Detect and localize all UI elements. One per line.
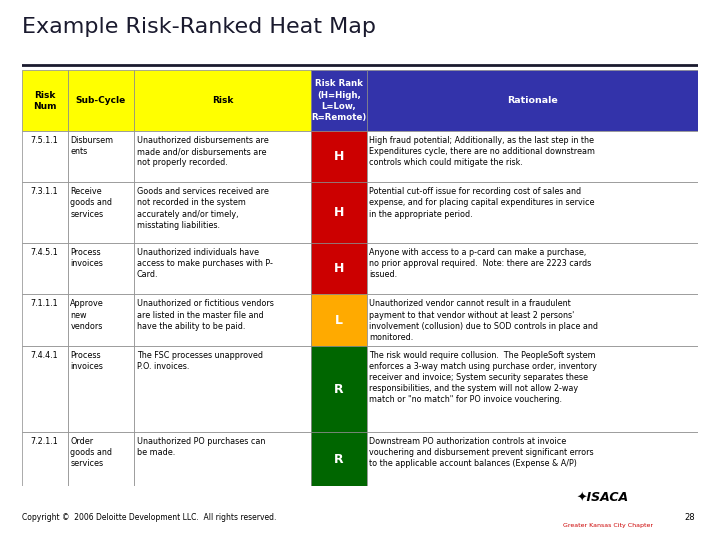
Text: Anyone with access to a p-card can make a purchase,
no prior approval required. : Anyone with access to a p-card can make …	[369, 248, 592, 279]
Bar	[22, 70, 68, 131]
Bar	[366, 294, 698, 346]
Text: The FSC processes unapproved
P.O. invoices.: The FSC processes unapproved P.O. invoic…	[137, 351, 263, 371]
Bar	[311, 346, 366, 433]
Text: 7.3.1.1: 7.3.1.1	[31, 187, 58, 197]
Text: Rationale: Rationale	[507, 96, 558, 105]
Text: Order
goods and
services: Order goods and services	[71, 437, 112, 469]
Text: R: R	[334, 382, 344, 396]
Bar	[22, 243, 68, 294]
Bar	[68, 243, 134, 294]
Bar	[134, 243, 311, 294]
Text: Unauthorized or fictitious vendors
are listed in the master file and
have the ab: Unauthorized or fictitious vendors are l…	[137, 300, 274, 330]
Text: Process
invoices: Process invoices	[71, 351, 103, 371]
Bar	[68, 131, 134, 183]
Text: Unauthorized vendor cannot result in a fraudulent
payment to that vendor without: Unauthorized vendor cannot result in a f…	[369, 300, 598, 342]
Text: Goods and services received are
not recorded in the system
accurately and/or tim: Goods and services received are not reco…	[137, 187, 269, 230]
Bar	[22, 346, 68, 433]
Text: H: H	[334, 150, 344, 163]
Text: The risk would require collusion.  The PeopleSoft system
enforces a 3-way match : The risk would require collusion. The Pe…	[369, 351, 598, 404]
Text: Process
invoices: Process invoices	[71, 248, 103, 268]
Text: ✦ISACA: ✦ISACA	[577, 491, 629, 505]
Bar	[311, 70, 366, 131]
Bar	[134, 433, 311, 486]
Bar	[22, 433, 68, 486]
Bar	[366, 131, 698, 183]
Bar	[311, 243, 366, 294]
Bar	[366, 70, 698, 131]
Text: Copyright ©  2006 Deloitte Development LLC.  All rights reserved.: Copyright © 2006 Deloitte Development LL…	[22, 513, 276, 522]
Bar	[22, 183, 68, 243]
Text: Unauthorized disbursements are
made and/or disbursements are
not properly record: Unauthorized disbursements are made and/…	[137, 136, 269, 167]
Bar	[134, 183, 311, 243]
Text: High fraud potential; Additionally, as the last step in the
Expenditures cycle, : High fraud potential; Additionally, as t…	[369, 136, 595, 167]
Text: Approve
new
vendors: Approve new vendors	[71, 300, 104, 330]
Bar	[68, 183, 134, 243]
Text: R: R	[334, 453, 344, 465]
Bar	[68, 433, 134, 486]
Text: 7.1.1.1: 7.1.1.1	[31, 300, 58, 308]
Text: H: H	[334, 206, 344, 219]
Text: Receive
goods and
services: Receive goods and services	[71, 187, 112, 219]
Text: Sub-Cycle: Sub-Cycle	[76, 96, 126, 105]
Text: H: H	[334, 262, 344, 275]
Bar	[366, 433, 698, 486]
Text: 28: 28	[685, 513, 695, 522]
Bar	[366, 243, 698, 294]
Bar	[22, 131, 68, 183]
Text: Example Risk-Ranked Heat Map: Example Risk-Ranked Heat Map	[22, 17, 376, 37]
Bar	[311, 131, 366, 183]
Bar	[366, 183, 698, 243]
Text: 7.4.5.1: 7.4.5.1	[31, 248, 58, 257]
Bar	[68, 346, 134, 433]
Bar	[68, 70, 134, 131]
Bar	[134, 70, 311, 131]
Bar	[68, 294, 134, 346]
Text: Risk Rank
(H=High,
L=Low,
R=Remote): Risk Rank (H=High, L=Low, R=Remote)	[311, 79, 366, 122]
Bar	[366, 346, 698, 433]
Bar	[134, 294, 311, 346]
Bar	[22, 294, 68, 346]
Bar	[134, 131, 311, 183]
Text: 7.5.1.1: 7.5.1.1	[31, 136, 58, 145]
Text: Risk
Num: Risk Num	[33, 91, 56, 111]
Text: Potential cut-off issue for recording cost of sales and
expense, and for placing: Potential cut-off issue for recording co…	[369, 187, 595, 219]
Text: Unauthorized individuals have
access to make purchases with P-
Card.: Unauthorized individuals have access to …	[137, 248, 273, 279]
Text: L: L	[335, 314, 343, 327]
Bar	[311, 433, 366, 486]
Text: Unauthorized PO purchases can
be made.: Unauthorized PO purchases can be made.	[137, 437, 265, 457]
Text: 7.4.4.1: 7.4.4.1	[31, 351, 58, 360]
Text: Disbursem
ents: Disbursem ents	[71, 136, 114, 156]
Bar	[134, 346, 311, 433]
Text: Risk: Risk	[212, 96, 233, 105]
Text: 7.2.1.1: 7.2.1.1	[31, 437, 58, 446]
Bar	[311, 183, 366, 243]
Text: Downstream PO authorization controls at invoice
vouchering and disbursement prev: Downstream PO authorization controls at …	[369, 437, 594, 469]
Bar	[311, 294, 366, 346]
Text: Greater Kansas City Chapter: Greater Kansas City Chapter	[563, 523, 653, 528]
